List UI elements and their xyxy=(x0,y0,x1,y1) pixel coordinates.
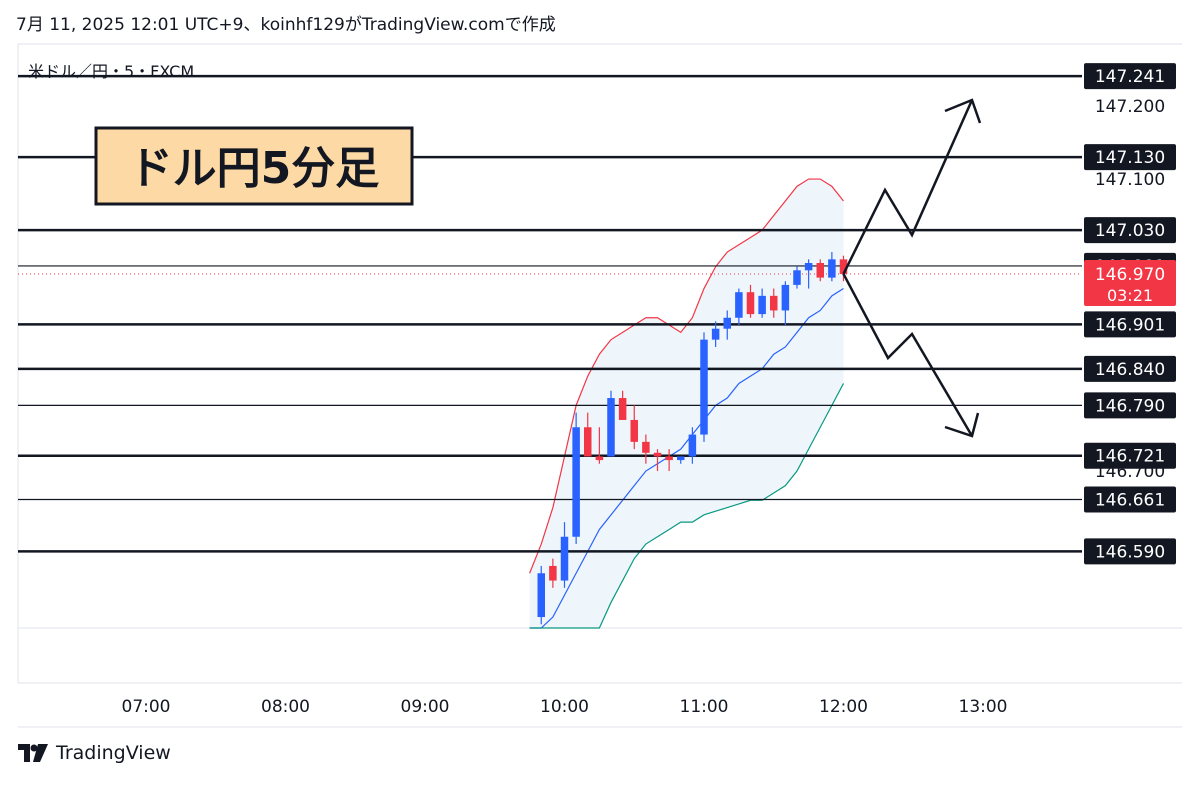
level-label: 147.241 xyxy=(1095,67,1165,87)
level-label-bg xyxy=(1084,355,1176,382)
bullish-arrowhead xyxy=(944,98,982,124)
candle-body xyxy=(630,419,638,442)
level-label: 147.030 xyxy=(1095,221,1165,241)
bullish-scenario-arrow xyxy=(842,99,974,275)
last-price-label-bg xyxy=(1084,259,1176,306)
overlay-title-text: ドル円5分足 xyxy=(129,143,380,194)
candle-body xyxy=(537,573,545,618)
bearish-scenario-arrow xyxy=(842,273,974,437)
level-label: 146.590 xyxy=(1095,542,1165,562)
bollinger-middle-line xyxy=(529,288,844,629)
x-tick-label: 11:00 xyxy=(680,697,729,717)
candle-body xyxy=(665,456,673,461)
candle-body xyxy=(758,295,766,315)
x-tick-label: 12:00 xyxy=(819,697,868,717)
candlesticks xyxy=(537,252,848,625)
last-price-value: 146.970 xyxy=(1095,265,1165,285)
last-price-countdown: 03:21 xyxy=(1107,286,1153,305)
time-axis[interactable]: 07:00 08:00 09:00 10:00 11:00 12:00 13:00 xyxy=(122,697,1008,717)
candle-body xyxy=(618,398,627,420)
candle-body xyxy=(677,456,685,461)
level-label-bg xyxy=(1084,392,1176,419)
candle-body xyxy=(560,536,569,581)
candle-body xyxy=(828,259,836,278)
candle-body xyxy=(723,317,731,329)
bollinger-band-area xyxy=(529,179,844,629)
brand-name: TradingView xyxy=(56,742,171,764)
chart-caption: 7月 11, 2025 12:01 UTC+9、koinhf129がTradin… xyxy=(16,15,556,35)
tradingview-brand[interactable]: TradingView xyxy=(18,742,171,764)
candle-body xyxy=(549,565,557,581)
candle-body xyxy=(839,259,848,274)
overlay-title-box: ドル円5分足 xyxy=(94,126,414,206)
candle-body xyxy=(572,427,580,537)
candle-body xyxy=(711,328,720,340)
level-label-bg xyxy=(1084,217,1176,244)
horizontal-levels[interactable] xyxy=(18,74,1082,553)
level-label-bg xyxy=(1084,538,1176,565)
candle-body xyxy=(793,270,801,285)
level-label: 146.901 xyxy=(1095,315,1165,335)
candle-body xyxy=(642,441,650,453)
y-tick-label: 147.100 xyxy=(1095,170,1165,190)
level-label-bg xyxy=(1084,442,1176,469)
candle-body xyxy=(781,284,790,311)
x-tick-label: 08:00 xyxy=(261,697,310,717)
level-label: 147.130 xyxy=(1095,148,1165,168)
bearish-arrowhead xyxy=(944,412,980,438)
bollinger-band-fill xyxy=(529,179,844,629)
candle-body xyxy=(688,434,697,457)
candle-body xyxy=(584,427,592,457)
candle-body xyxy=(595,456,604,461)
level-label-bg xyxy=(1084,63,1176,90)
x-tick-label: 13:00 xyxy=(959,697,1008,717)
candle-body xyxy=(653,452,662,457)
level-label: 146.721 xyxy=(1095,447,1165,467)
level-label: 146.840 xyxy=(1095,360,1165,380)
overlay-title-background xyxy=(94,126,414,206)
level-label-bg xyxy=(1084,486,1176,513)
candle-body xyxy=(804,263,813,271)
level-label: 146.790 xyxy=(1095,396,1165,416)
candle-body xyxy=(607,398,615,457)
level-label: 146.661 xyxy=(1095,491,1165,511)
y-tick-label: 146.700 xyxy=(1095,462,1165,482)
x-tick-label: 07:00 xyxy=(122,697,171,717)
candle-body xyxy=(700,339,708,435)
candle-body xyxy=(735,292,743,318)
candle-body xyxy=(770,295,778,311)
tradingview-logo-icon xyxy=(18,744,48,762)
bollinger-lower-line xyxy=(529,383,845,629)
x-tick-label: 09:00 xyxy=(401,697,450,717)
candle-body xyxy=(816,263,824,278)
symbol-label: 米ドル／円・5・FXCM xyxy=(28,62,194,81)
price-axis[interactable]: 147.241147.130147.030146.981146.901146.8… xyxy=(1084,63,1176,565)
scenario-arrows xyxy=(842,98,982,438)
y-tick-label: 147.200 xyxy=(1095,97,1165,117)
level-label-bg xyxy=(1084,144,1176,171)
candle-body xyxy=(746,292,755,315)
x-tick-label: 10:00 xyxy=(540,697,589,717)
level-label-bg xyxy=(1084,311,1176,338)
